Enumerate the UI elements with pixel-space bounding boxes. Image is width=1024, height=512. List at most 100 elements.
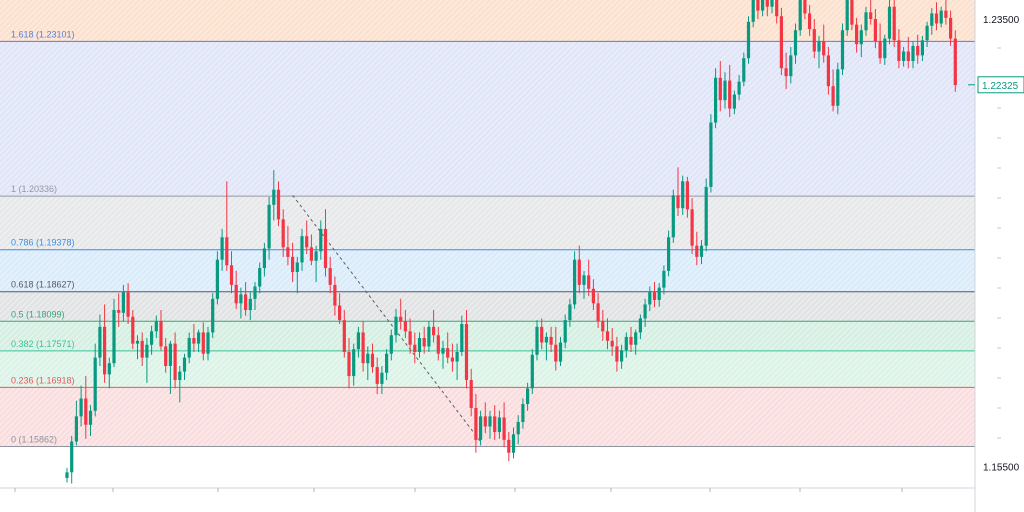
candle-body-27	[192, 338, 196, 344]
candle-body-83	[455, 352, 459, 362]
candle-body-133	[690, 209, 694, 246]
candle-body-163	[831, 86, 835, 106]
candle-body-45	[276, 189, 281, 220]
candle-body-108	[573, 259, 577, 305]
candle-body-47	[286, 247, 290, 257]
candle-body-50	[300, 236, 304, 263]
candle-body-6	[93, 357, 97, 411]
candle-body-188	[949, 17, 953, 39]
candle-body-130	[676, 195, 680, 209]
candle-body-145	[746, 21, 751, 59]
candle-body-46	[281, 219, 285, 248]
candle-body-176	[892, 6, 896, 41]
fib-level-label-7: 0 (1.15862)	[11, 434, 57, 444]
candle-body-153	[784, 68, 788, 77]
candle-body-8	[103, 326, 107, 375]
candle-body-167	[850, 0, 854, 25]
candle-body-96	[516, 421, 520, 435]
candle-body-20	[159, 321, 163, 347]
candle-body-114	[601, 321, 605, 332]
trend-line[interactable]	[292, 195, 481, 442]
candle-body-111	[587, 275, 591, 289]
candle-body-166	[845, 0, 849, 31]
candle-body-43	[267, 204, 271, 249]
candle-body-178	[902, 51, 906, 61]
candle-body-124	[648, 292, 652, 305]
candle-body-84	[460, 324, 464, 353]
candle-body-88	[479, 416, 483, 440]
candle-body-3	[79, 398, 83, 417]
candle-body-137	[709, 122, 713, 187]
candle-body-53	[314, 251, 318, 261]
candle-body-10	[112, 310, 116, 364]
candle-body-187	[944, 10, 948, 18]
candle-body-127	[662, 270, 666, 288]
candle-body-35	[229, 265, 234, 285]
candle-body-144	[742, 58, 746, 82]
candle-body-29	[201, 332, 205, 354]
candle-body-170	[864, 12, 868, 31]
candle-body-174	[883, 38, 887, 59]
candle-body-121	[634, 332, 638, 345]
price-tick-label-0: 1.23500	[983, 15, 1020, 26]
candle-body-5	[88, 410, 93, 425]
candle-body-117	[615, 346, 619, 362]
candle-body-86	[469, 379, 473, 408]
candle-body-152	[779, 16, 783, 69]
candle-body-103	[549, 336, 553, 345]
candle-body-162	[826, 55, 830, 87]
candle-body-161	[822, 41, 826, 56]
candle-body-102	[544, 336, 548, 343]
price-tick-label-1: 1.15500	[983, 463, 1020, 474]
candle-body-164	[836, 69, 840, 106]
candle-body-115	[605, 331, 610, 341]
candle-body-173	[878, 41, 882, 59]
candle-body-139	[718, 77, 722, 101]
candle-body-72	[403, 321, 407, 332]
candle-body-154	[789, 55, 793, 77]
candle-body-9	[107, 363, 111, 375]
candle-body-101	[540, 326, 544, 343]
candle-body-59	[342, 320, 346, 353]
candle-body-120	[629, 336, 633, 345]
candle-body-132	[685, 181, 689, 210]
candle-body-182	[920, 40, 924, 56]
candle-body-24	[178, 371, 182, 380]
candle-body-66	[375, 367, 379, 384]
candle-body-148	[761, 0, 765, 11]
candle-body-23	[173, 343, 177, 380]
trend-line-dashed[interactable]	[292, 195, 481, 442]
candle-body-13	[126, 292, 130, 317]
candle-body-100	[535, 326, 539, 355]
candle-body-1	[70, 441, 74, 473]
fib-level-label-4: 0.5 (1.18099)	[11, 309, 65, 319]
candle-body-143	[737, 81, 741, 95]
candle-body-16	[140, 340, 144, 358]
candle-body-150	[770, 0, 774, 7]
candle-body-15	[135, 340, 140, 344]
candle-body-131	[681, 181, 685, 209]
candle-body-60	[347, 352, 351, 377]
candle-body-146	[751, 0, 755, 22]
candle-body-184	[930, 13, 934, 26]
candle-body-136	[704, 186, 708, 246]
candle-body-41	[258, 268, 262, 287]
candle-body-118	[620, 350, 624, 362]
fib-level-label-1: 1 (1.20336)	[11, 184, 57, 194]
candle-body-91	[493, 416, 497, 433]
candle-body-34	[225, 237, 229, 266]
candle-body-125	[652, 292, 657, 300]
candle-body-181	[916, 45, 920, 56]
candle-body-57	[333, 284, 337, 306]
candle-body-151	[775, 0, 779, 17]
candle-body-158	[808, 13, 812, 30]
candle-body-63	[361, 332, 365, 364]
candle-body-95	[511, 434, 516, 453]
candle-body-134	[695, 245, 699, 257]
candle-body-69	[389, 335, 393, 354]
candle-body-70	[394, 316, 398, 336]
candle-body-175	[887, 6, 892, 39]
candle-body-189	[953, 38, 957, 86]
candle-body-73	[408, 331, 412, 345]
